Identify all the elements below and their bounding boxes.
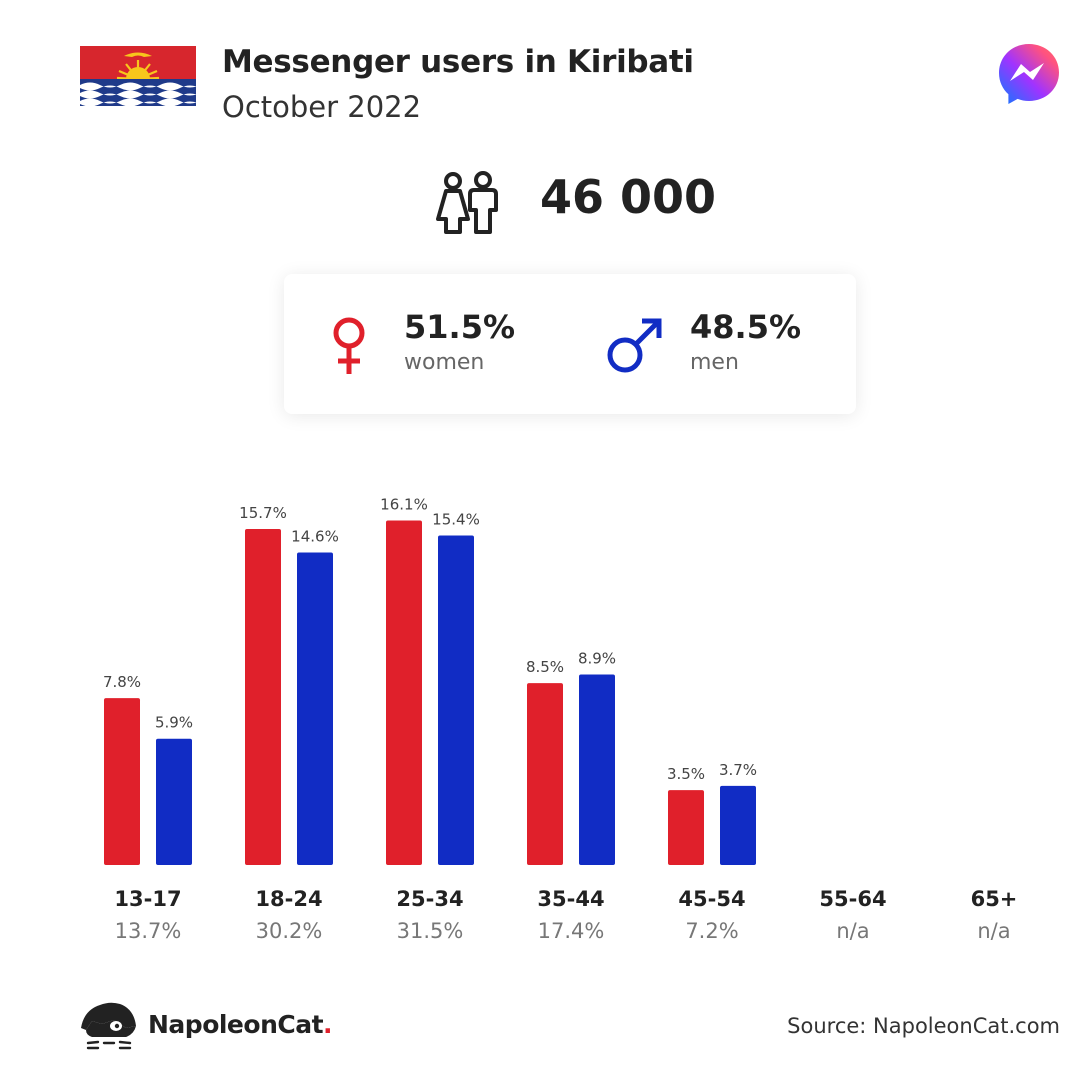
- bar-label-women-35-44: 8.5%: [526, 658, 564, 676]
- bar-label-men-13-17: 5.9%: [155, 714, 193, 732]
- people-icon: [432, 170, 504, 236]
- age-group-label-18-24: 18-24: [255, 887, 322, 911]
- bar-label-men-18-24: 14.6%: [291, 528, 339, 546]
- bar-men-35-44: [579, 674, 615, 865]
- female-symbol-icon: [327, 316, 371, 376]
- brand-name: NapoleonCat.: [148, 1010, 333, 1039]
- bar-women-45-54: [668, 790, 704, 865]
- women-percentage: 51.5%: [404, 308, 516, 346]
- age-group-label-13-17: 13-17: [114, 887, 181, 911]
- bar-women-35-44: [527, 683, 563, 865]
- bar-women-18-24: [245, 529, 281, 865]
- age-group-label-45-54: 45-54: [678, 887, 745, 911]
- men-label: men: [690, 350, 739, 375]
- bar-men-13-17: [156, 738, 192, 865]
- bar-label-women-18-24: 15.7%: [239, 504, 287, 522]
- age-group-total-55-64: n/a: [836, 919, 869, 943]
- age-group-total-25-34: 31.5%: [397, 919, 464, 943]
- bar-label-men-25-34: 15.4%: [432, 510, 480, 528]
- bar-women-25-34: [386, 520, 422, 865]
- age-group-total-65+: n/a: [977, 919, 1010, 943]
- brand-dot: .: [323, 1010, 333, 1039]
- bar-men-25-34: [438, 535, 474, 865]
- bar-men-18-24: [297, 552, 333, 865]
- age-group-label-25-34: 25-34: [396, 887, 463, 911]
- bar-label-men-35-44: 8.9%: [578, 650, 616, 668]
- age-group-total-13-17: 13.7%: [115, 919, 182, 943]
- women-label: women: [404, 350, 485, 375]
- age-gender-bar-chart: 7.8% 5.9% 13-17 13.7% 15.7%14.6% 18-24 30.2% 16…: [103, 495, 1018, 943]
- age-group-label-55-64: 55-64: [819, 887, 886, 911]
- age-group-label-35-44: 35-44: [537, 887, 604, 911]
- bar-men-45-54: [720, 785, 756, 865]
- napoleoncat-logo-icon: [78, 1000, 140, 1052]
- page-subtitle: October 2022: [222, 90, 422, 124]
- bar-label-women-25-34: 16.1%: [380, 495, 428, 513]
- gender-split-card: 51.5% women 48.5% men: [284, 274, 856, 414]
- messenger-icon: [997, 42, 1061, 106]
- age-group-label-65+: 65+: [971, 887, 1018, 911]
- total-users-value: 46 000: [540, 170, 717, 224]
- kiribati-flag-icon: [80, 46, 196, 106]
- source-credit: Source: NapoleonCat.com: [787, 1014, 1060, 1038]
- male-symbol-icon: [606, 316, 664, 374]
- bar-label-women-45-54: 3.5%: [667, 765, 705, 783]
- brand-text: NapoleonCat: [148, 1010, 324, 1039]
- bar-label-women-13-17: 7.8%: [103, 673, 141, 691]
- age-group-total-35-44: 17.4%: [538, 919, 605, 943]
- bar-label-men-45-54: 3.7%: [719, 761, 757, 779]
- bar-women-13-17: [104, 698, 140, 865]
- men-percentage: 48.5%: [690, 308, 802, 346]
- age-group-total-18-24: 30.2%: [256, 919, 323, 943]
- page-title: Messenger users in Kiribati: [222, 44, 694, 80]
- age-group-total-45-54: 7.2%: [685, 919, 738, 943]
